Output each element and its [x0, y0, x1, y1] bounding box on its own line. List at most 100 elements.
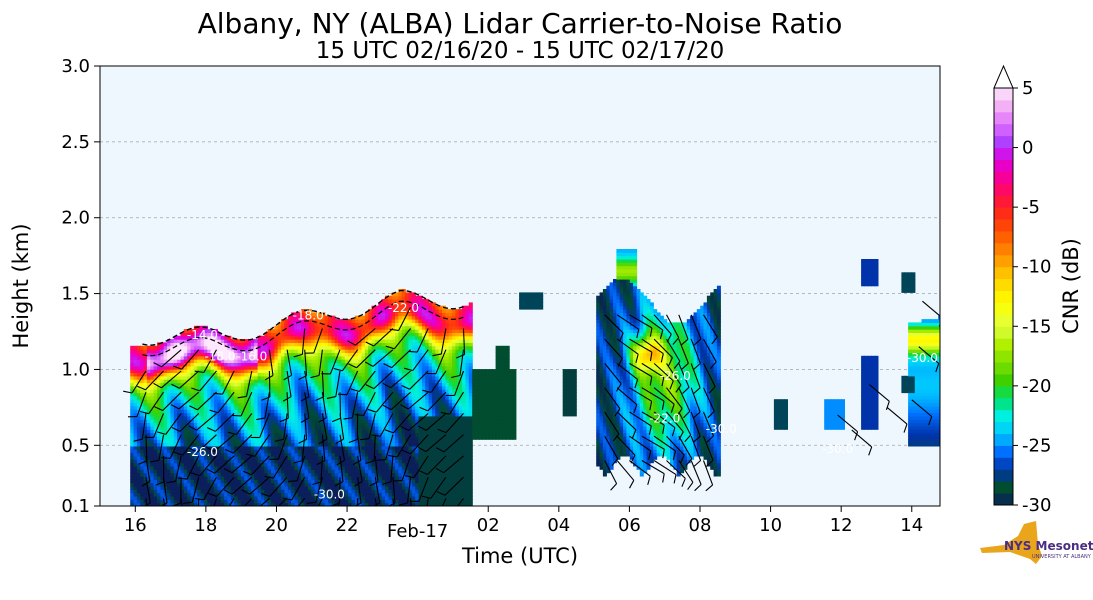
cnr-cell: [374, 312, 379, 317]
cnr-cell: [311, 422, 316, 427]
cnr-cell: [287, 402, 292, 407]
cnr-cell: [297, 442, 302, 447]
cnr-cell: [240, 462, 245, 467]
cnr-cell: [408, 429, 413, 434]
cnr-cell: [418, 299, 423, 303]
cnr-cell: [344, 502, 349, 506]
cnr-cell: [348, 349, 353, 353]
cnr-cell: [260, 479, 265, 484]
cnr-cell: [354, 329, 359, 333]
cnr-cell: [234, 435, 239, 440]
cnr-cell: [190, 469, 195, 474]
cnr-cell: [391, 449, 396, 454]
cnr-cell: [177, 479, 182, 484]
cnr-cell: [405, 315, 410, 320]
cnr-cell: [220, 369, 225, 373]
cnr-cell: [183, 405, 188, 410]
cnr-cell: [388, 452, 393, 457]
cnr-cell: [418, 442, 423, 447]
cnr-cell: [133, 355, 138, 360]
cnr-cell: [418, 319, 423, 323]
cnr-cell: [421, 439, 426, 444]
cnr-cell: [425, 419, 430, 424]
cnr-cell: [254, 422, 259, 427]
cnr-cell: [203, 422, 208, 427]
cnr-cell: [418, 449, 423, 454]
cnr-cell: [173, 412, 178, 417]
cnr-cell: [284, 345, 289, 350]
cnr-cell: [260, 422, 265, 427]
cnr-cell: [334, 335, 339, 340]
cnr-cell: [354, 409, 359, 414]
cnr-cell: [348, 465, 353, 470]
cnr-cell: [150, 462, 155, 467]
cnr-cell: [411, 409, 416, 414]
cnr-cell: [133, 486, 138, 490]
cnr-cell: [254, 439, 259, 444]
cnr-cell: [244, 362, 249, 367]
cnr-cell: [411, 305, 416, 310]
cnr-cell: [311, 389, 316, 394]
cnr-cell: [180, 375, 185, 380]
cnr-cell: [338, 319, 343, 323]
cnr-cell: [411, 419, 416, 424]
cnr-cell: [153, 359, 158, 363]
cnr-cell: [200, 342, 205, 347]
cnr-cell: [257, 352, 262, 357]
cnr-cell: [130, 439, 135, 444]
cnr-cell: [428, 432, 433, 437]
cnr-cell: [401, 392, 406, 397]
cnr-cell: [200, 452, 205, 457]
cnr-cell: [254, 476, 259, 480]
cnr-cell: [304, 459, 309, 464]
cnr-cell: [321, 432, 326, 437]
cnr-cell: [344, 345, 349, 350]
cnr-cell: [348, 342, 353, 347]
cnr-cell: [250, 352, 255, 357]
cnr-cell: [244, 375, 249, 380]
cnr-cell: [368, 455, 373, 460]
cnr-cell: [274, 479, 279, 484]
cnr-cell: [160, 482, 165, 487]
cnr-cell: [408, 445, 413, 450]
cnr-cell: [214, 392, 218, 397]
cnr-cell: [344, 476, 349, 480]
cnr-cell: [401, 405, 406, 410]
cnr-cell: [408, 489, 413, 494]
cnr-cell: [274, 415, 279, 420]
cnr-cell: [368, 502, 373, 506]
cnr-cell: [385, 455, 389, 460]
cnr-cell: [287, 375, 292, 380]
cnr-cell: [418, 365, 423, 370]
cnr-cell: [341, 339, 346, 343]
cnr-cell: [364, 489, 369, 494]
cnr-cell: [271, 332, 275, 337]
cnr-cell: [364, 359, 369, 363]
cnr-cell: [391, 292, 396, 297]
cnr-cell: [173, 492, 178, 497]
cnr-cell: [381, 469, 386, 474]
cnr-cell: [385, 315, 389, 320]
cnr-cell: [210, 425, 215, 430]
cnr-cell: [341, 382, 346, 387]
cnr-cell: [321, 476, 326, 480]
cnr-cell: [364, 315, 369, 320]
cnr-cell: [153, 439, 158, 444]
cnr-cell: [291, 339, 296, 343]
cnr-cell: [361, 315, 366, 320]
cnr-cell: [421, 359, 426, 363]
cnr-cell: [331, 412, 336, 417]
cnr-cell: [260, 412, 265, 417]
cnr-cell: [183, 462, 188, 467]
cnr-cell: [344, 439, 349, 444]
cnr-cell: [170, 489, 175, 494]
cnr-cell: [324, 315, 329, 320]
cnr-cell: [321, 345, 326, 350]
cnr-cell: [271, 385, 275, 390]
cnr-cell: [371, 479, 376, 484]
cnr-cell: [358, 342, 363, 347]
cnr-cell: [405, 375, 410, 380]
cnr-cell: [167, 465, 172, 470]
cnr-cell: [224, 445, 229, 450]
cnr-cell: [227, 445, 232, 450]
